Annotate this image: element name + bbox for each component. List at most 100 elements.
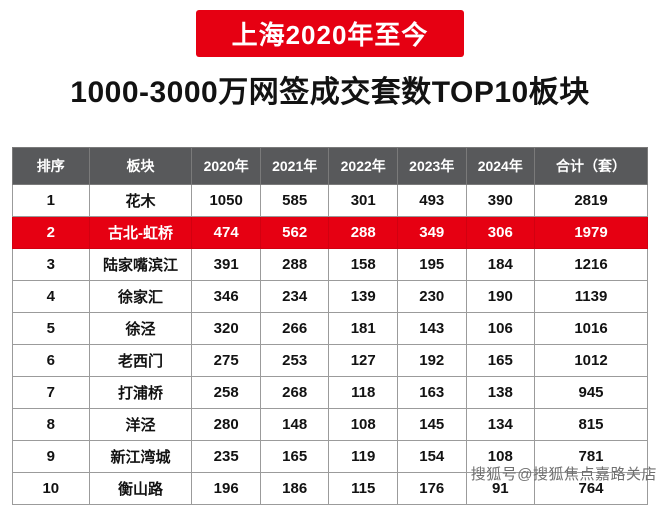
total-cell: 781	[534, 440, 648, 473]
value-cell: 184	[465, 248, 536, 281]
value-cell: 390	[465, 184, 536, 217]
value-cell: 280	[191, 408, 261, 441]
value-cell: 301	[328, 184, 398, 217]
rank-cell: 9	[12, 440, 90, 473]
banner: 上海2020年至今	[195, 10, 465, 57]
page-title: 1000-3000万网签成交套数TOP10板块	[70, 76, 590, 109]
total-cell: 815	[534, 408, 648, 441]
value-cell: 143	[396, 312, 467, 345]
table-row: 3 陆家嘴滨江 391 288 158 195 184 1216	[12, 248, 648, 281]
table-row: 8 洋泾 280 148 108 145 134 815	[12, 408, 648, 441]
plate-name-cell: 打浦桥	[88, 376, 193, 409]
value-cell: 165	[465, 344, 536, 377]
top10-table: 排序 板块 2020年 2021年 2022年 2023年 2024年 合计（套） 1 花木 10…	[12, 147, 648, 505]
plate-name-cell: 老西门	[88, 344, 193, 377]
table-header: 排序 板块 2020年 2021年 2022年 2023年 2024年 合计（套）	[12, 147, 648, 185]
value-cell: 288	[259, 248, 330, 281]
rank-cell: 4	[12, 280, 90, 313]
column-header: 排序	[12, 147, 90, 185]
total-cell: 1016	[534, 312, 648, 345]
value-cell: 562	[259, 216, 330, 249]
table-row: 7 打浦桥 258 268 118 163 138 945	[12, 376, 648, 409]
value-cell: 391	[191, 248, 261, 281]
value-cell: 196	[191, 472, 261, 505]
table-row: 6 老西门 275 253 127 192 165 1012	[12, 344, 648, 377]
value-cell: 108	[328, 408, 398, 441]
value-cell: 176	[396, 472, 467, 505]
value-cell: 145	[396, 408, 467, 441]
rank-cell: 5	[12, 312, 90, 345]
total-cell: 1012	[534, 344, 648, 377]
value-cell: 258	[191, 376, 261, 409]
table-row: 1 花木 1050 585 301 493 390 2819	[12, 184, 648, 217]
watermark: 搜狐号@搜狐焦点嘉路关店	[470, 466, 657, 483]
header-row: 排序 板块 2020年 2021年 2022年 2023年 2024年 合计（套）	[12, 147, 648, 185]
total-cell: 1216	[534, 248, 648, 281]
value-cell: 320	[191, 312, 261, 345]
value-cell: 127	[328, 344, 398, 377]
total-cell: 2819	[534, 184, 648, 217]
value-cell: 474	[191, 216, 261, 249]
value-cell: 253	[259, 344, 330, 377]
value-cell: 139	[328, 280, 398, 313]
column-header: 板块	[88, 147, 193, 185]
total-cell: 945	[534, 376, 648, 409]
value-cell: 234	[259, 280, 330, 313]
value-cell: 138	[465, 376, 536, 409]
total-cell: 1139	[534, 280, 648, 313]
value-cell: 268	[259, 376, 330, 409]
value-cell: 235	[191, 440, 261, 473]
column-header: 2024年	[465, 147, 536, 185]
value-cell: 195	[396, 248, 467, 281]
rank-cell: 8	[12, 408, 90, 441]
value-cell: 192	[396, 344, 467, 377]
value-cell: 106	[465, 312, 536, 345]
column-header: 2023年	[396, 147, 467, 185]
value-cell: 163	[396, 376, 467, 409]
value-cell: 493	[396, 184, 467, 217]
value-cell: 585	[259, 184, 330, 217]
value-cell: 165	[259, 440, 330, 473]
table-body: 1 花木 1050 585 301 493 390 2819 2 古北-虹桥 474 562 288 34…	[12, 184, 648, 505]
value-cell: 230	[396, 280, 467, 313]
value-cell: 288	[328, 216, 398, 249]
table-row: 5 徐泾 320 266 181 143 106 1016	[12, 312, 648, 345]
rank-cell: 10	[12, 472, 90, 505]
value-cell: 186	[259, 472, 330, 505]
plate-name-cell: 徐泾	[88, 312, 193, 345]
value-cell: 181	[328, 312, 398, 345]
value-cell: 154	[396, 440, 467, 473]
value-cell: 148	[259, 408, 330, 441]
column-header: 2020年	[191, 147, 261, 185]
column-header: 合计（套）	[534, 147, 648, 185]
value-cell: 115	[328, 472, 398, 505]
plate-name-cell: 陆家嘴滨江	[88, 248, 193, 281]
value-cell: 158	[328, 248, 398, 281]
rank-cell: 2	[12, 216, 90, 249]
value-cell: 306	[465, 216, 536, 249]
value-cell: 119	[328, 440, 398, 473]
table-row: 2 古北-虹桥 474 562 288 349 306 1979	[12, 216, 648, 249]
plate-name-cell: 衡山路	[88, 472, 193, 505]
total-cell: 1979	[534, 216, 648, 249]
value-cell: 1050	[191, 184, 261, 217]
column-header: 2021年	[259, 147, 330, 185]
value-cell: 346	[191, 280, 261, 313]
value-cell: 266	[259, 312, 330, 345]
value-cell: 349	[396, 216, 467, 249]
column-header: 2022年	[328, 147, 398, 185]
value-cell: 190	[465, 280, 536, 313]
banner-text: 上海2020年至今	[231, 20, 429, 50]
rank-cell: 6	[12, 344, 90, 377]
plate-name-cell: 花木	[88, 184, 193, 217]
table-row: 9 新江湾城 235 165 119 154 108 781	[12, 440, 648, 473]
value-cell: 108	[465, 440, 536, 473]
value-cell: 275	[191, 344, 261, 377]
plate-name-cell: 洋泾	[88, 408, 193, 441]
table-row: 4 徐家汇 346 234 139 230 190 1139	[12, 280, 648, 313]
rank-cell: 7	[12, 376, 90, 409]
plate-name-cell: 古北-虹桥	[88, 216, 193, 249]
value-cell: 134	[465, 408, 536, 441]
rank-cell: 3	[12, 248, 90, 281]
plate-name-cell: 徐家汇	[88, 280, 193, 313]
